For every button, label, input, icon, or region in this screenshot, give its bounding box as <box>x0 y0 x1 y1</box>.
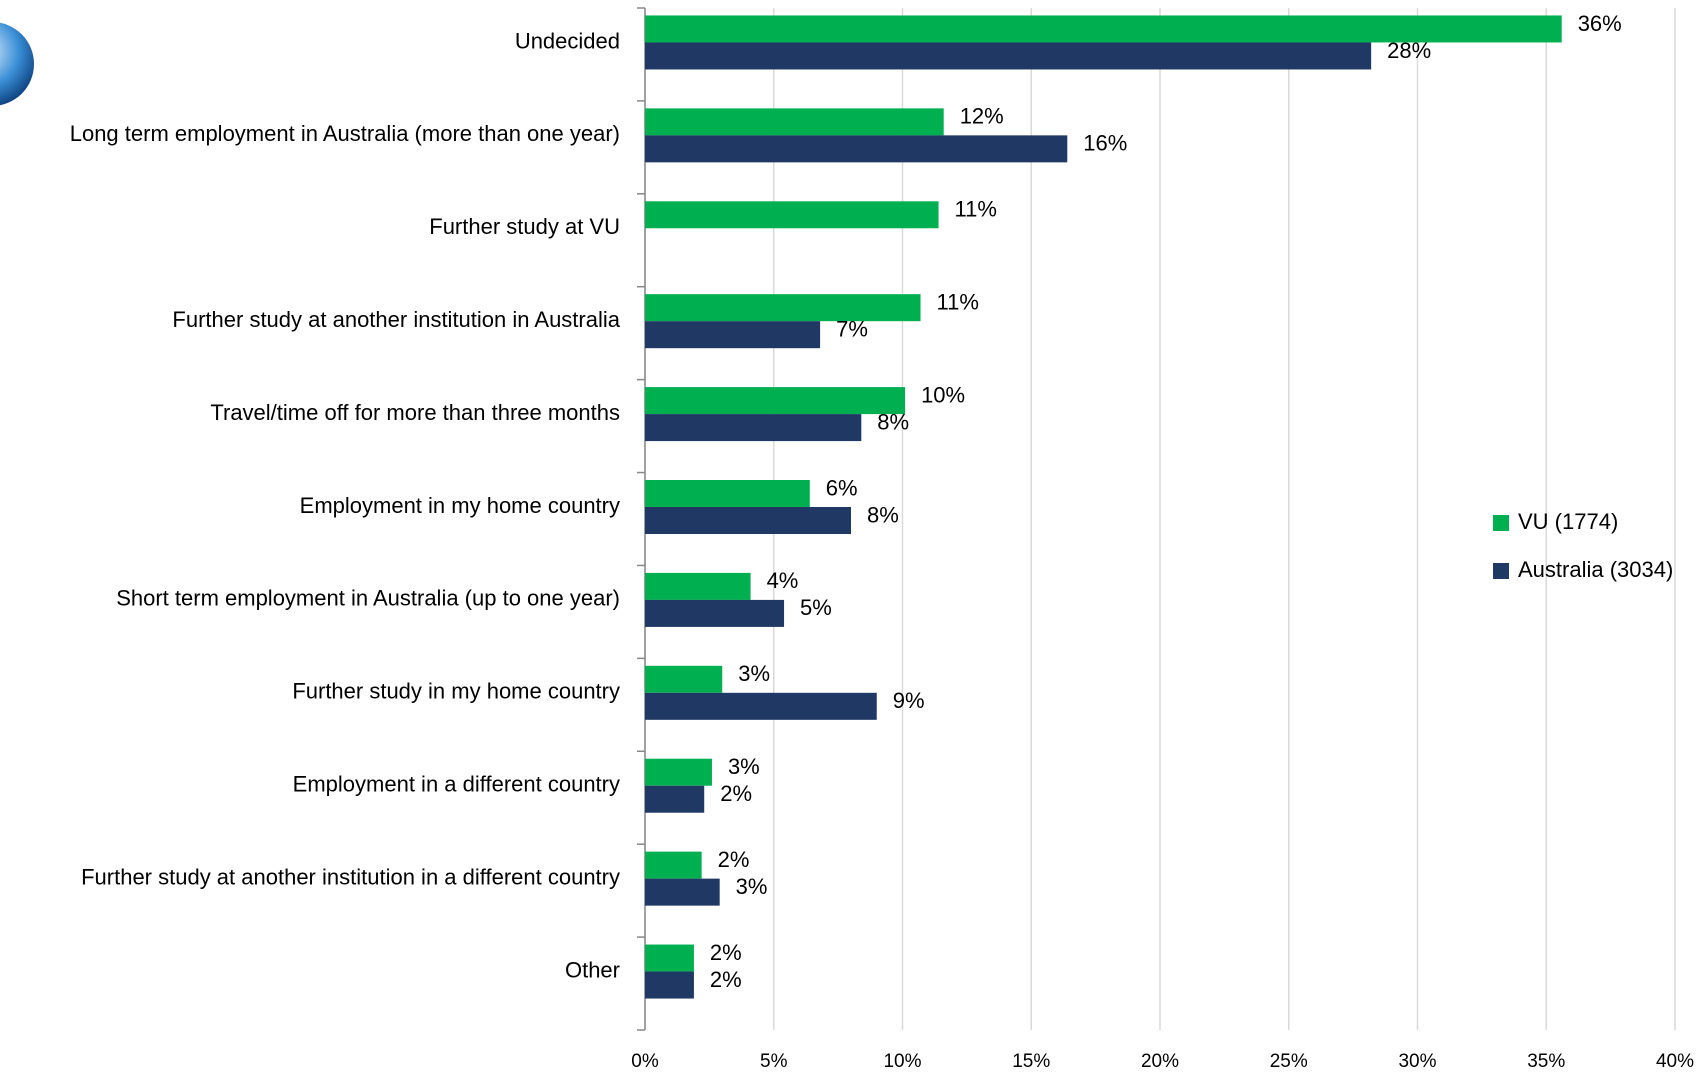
data-label: 2% <box>720 781 752 806</box>
bar <box>645 294 921 322</box>
x-tick-label: 40% <box>1656 1051 1694 1072</box>
bar <box>645 387 906 415</box>
y-tick-label: Long term employment in Australia (more … <box>70 121 620 146</box>
bar <box>645 599 785 627</box>
data-label: 12% <box>960 104 1004 129</box>
data-label: 3% <box>736 874 768 899</box>
data-label: 11% <box>955 197 997 222</box>
data-label: 2% <box>710 940 742 965</box>
bar <box>645 135 1068 163</box>
bar <box>645 692 877 720</box>
data-label: 5% <box>800 595 832 620</box>
bar <box>645 878 720 906</box>
y-tick-label: Other <box>565 957 620 982</box>
x-tick-label: 15% <box>1012 1051 1050 1072</box>
x-tick-label: 0% <box>631 1051 659 1072</box>
bar <box>645 971 694 999</box>
x-tick-label: 25% <box>1270 1051 1308 1072</box>
bar <box>645 414 862 442</box>
legend-label: VU (1774) <box>1518 509 1618 534</box>
bar <box>645 851 702 879</box>
x-tick-label: 35% <box>1527 1051 1565 1072</box>
bar <box>645 108 944 136</box>
bar <box>645 201 939 229</box>
data-label: 9% <box>893 688 925 713</box>
globe-icon <box>0 22 34 106</box>
bar <box>645 665 723 693</box>
y-tick-label: Employment in my home country <box>300 493 620 518</box>
y-tick-label: Further study at another institution in … <box>172 307 620 332</box>
bar <box>645 572 751 600</box>
x-tick-label: 5% <box>760 1051 788 1072</box>
data-label: 4% <box>767 568 799 593</box>
data-label: 11% <box>937 289 979 314</box>
bar <box>645 944 694 972</box>
data-label: 2% <box>718 847 750 872</box>
y-tick-label: Further study at another institution in … <box>81 864 620 889</box>
data-label: 6% <box>826 475 858 500</box>
bar <box>645 507 851 534</box>
data-label: 36% <box>1578 11 1622 36</box>
x-tick-label: 10% <box>883 1051 921 1072</box>
bar <box>645 15 1562 43</box>
bar <box>645 42 1372 70</box>
y-tick-label: Further study in my home country <box>292 679 620 704</box>
data-label: 2% <box>710 967 742 992</box>
y-tick-label: Short term employment in Australia (up t… <box>116 586 620 611</box>
data-label: 8% <box>867 502 899 527</box>
data-label: 16% <box>1083 131 1127 156</box>
data-label: 28% <box>1387 38 1431 63</box>
bar <box>645 758 712 786</box>
y-tick-label: Travel/time off for more than three mont… <box>210 400 620 425</box>
data-label: 10% <box>921 382 965 407</box>
bar <box>645 480 810 507</box>
bar <box>645 785 705 813</box>
y-tick-label: Undecided <box>515 28 620 53</box>
x-tick-label: 20% <box>1141 1051 1179 1072</box>
y-tick-label: Further study at VU <box>429 214 620 239</box>
legend-swatch <box>1493 563 1509 579</box>
x-tick-label: 30% <box>1398 1051 1436 1072</box>
legend-label: Australia (3034) <box>1518 557 1673 582</box>
data-label: 8% <box>877 409 909 434</box>
legend-swatch <box>1493 515 1509 531</box>
data-label: 7% <box>836 316 868 341</box>
bar <box>645 321 821 349</box>
y-tick-label: Employment in a different country <box>293 772 620 797</box>
data-label: 3% <box>728 754 760 779</box>
data-label: 3% <box>738 661 770 686</box>
